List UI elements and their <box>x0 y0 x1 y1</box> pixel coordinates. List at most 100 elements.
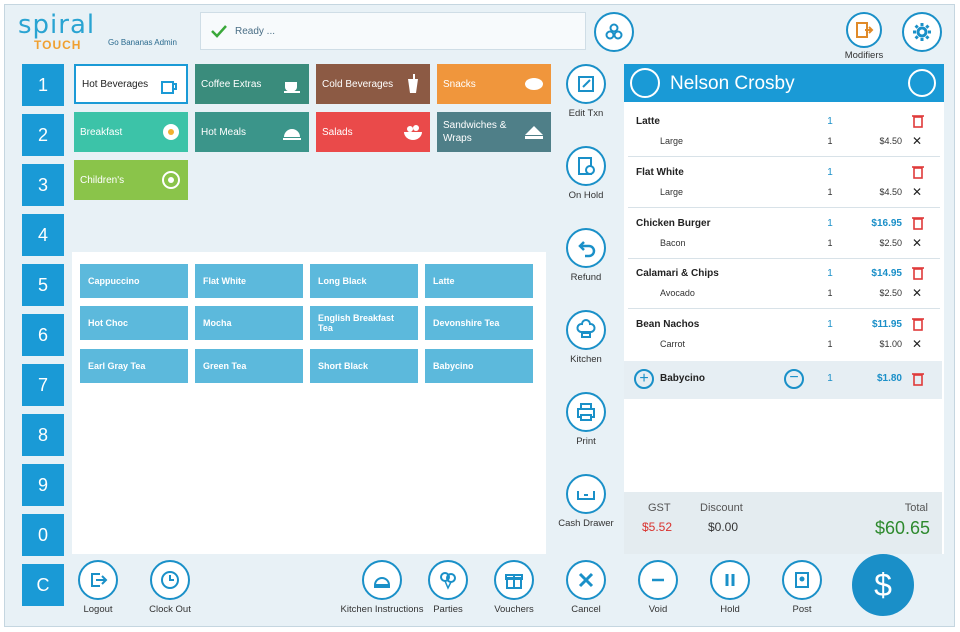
iced-drink-icon <box>408 74 418 93</box>
order-item-name: Bean Nachos <box>636 319 700 330</box>
modifiers-icon <box>856 22 874 38</box>
num-key-6[interactable]: 6 <box>22 314 64 356</box>
category-sandwiches-wraps[interactable]: Sandwiches & Wraps <box>437 112 551 152</box>
category-cold-beverages[interactable]: Cold Beverages <box>316 64 430 104</box>
remove-modifier-icon[interactable]: ✕ <box>911 236 922 250</box>
refund-label: Refund <box>570 272 602 283</box>
item-hot-choc[interactable]: Hot Choc <box>80 306 188 340</box>
order-line[interactable]: Flat White 1 Large 1 $4.50 ✕ <box>624 165 942 205</box>
num-key-7[interactable]: 7 <box>22 364 64 406</box>
clock-out-label: Clock Out <box>149 604 191 615</box>
hold-button[interactable] <box>710 560 750 600</box>
divider <box>628 258 940 259</box>
order-line[interactable]: Calamari & Chips 1 $14.95 Avocado 1 $2.5… <box>624 266 942 306</box>
hold-label: Hold <box>720 604 740 615</box>
undo-arrow-icon <box>578 241 596 258</box>
trash-icon[interactable] <box>912 317 924 331</box>
cash-drawer-icon <box>577 491 595 500</box>
customer-header[interactable]: Nelson Crosby <box>624 64 944 102</box>
kitchen-instructions-label: Kitchen Instructions <box>340 604 424 615</box>
print-button[interactable] <box>566 392 606 432</box>
category-salads[interactable]: Salads <box>316 112 430 152</box>
num-key-3[interactable]: 3 <box>22 164 64 206</box>
num-key-5[interactable]: 5 <box>22 264 64 306</box>
item-babycino[interactable]: Babycino <box>425 349 533 383</box>
trash-icon[interactable] <box>912 372 924 386</box>
refund-button[interactable] <box>566 228 606 268</box>
post-button[interactable] <box>782 560 822 600</box>
edit-icon <box>578 76 594 92</box>
item-devonshire-tea[interactable]: Devonshire Tea <box>425 306 533 340</box>
item-mocha[interactable]: Mocha <box>195 306 303 340</box>
edit-txn-button[interactable] <box>566 64 606 104</box>
logo-text-spiral: spiral <box>18 10 96 40</box>
category-snacks[interactable]: Snacks <box>437 64 551 104</box>
category-coffee-extras[interactable]: Coffee Extras <box>195 64 309 104</box>
total-label: Total <box>904 502 928 514</box>
logout-button[interactable] <box>78 560 118 600</box>
cup-icon <box>161 81 177 94</box>
pause-icon <box>725 574 735 586</box>
on-hold-button[interactable] <box>566 146 606 186</box>
num-key-1[interactable]: 1 <box>22 64 64 106</box>
num-key-4[interactable]: 4 <box>22 214 64 256</box>
category-hot-beverages[interactable]: Hot Beverages <box>74 64 188 104</box>
modifier-name: Carrot <box>660 339 686 349</box>
pay-button[interactable]: $ <box>852 554 914 616</box>
divider <box>628 308 940 309</box>
bell-icon <box>373 577 391 588</box>
trash-icon[interactable] <box>912 216 924 230</box>
kitchen-instructions-button[interactable] <box>362 560 402 600</box>
modifier-name: Avocado <box>660 288 695 298</box>
cancel-button[interactable] <box>566 560 606 600</box>
edit-customer-icon[interactable] <box>908 69 936 97</box>
remove-modifier-icon[interactable]: ✕ <box>911 286 922 300</box>
modifiers-button[interactable] <box>846 12 882 48</box>
minus-icon[interactable]: − <box>784 369 804 389</box>
order-item-price: $14.95 <box>871 268 902 279</box>
item-english-breakfast-tea[interactable]: English Breakfast Tea <box>310 306 418 340</box>
remove-modifier-icon[interactable]: ✕ <box>911 185 922 199</box>
modifier-qty: 1 <box>827 187 833 197</box>
parties-button[interactable] <box>428 560 468 600</box>
menu-grid-button[interactable] <box>594 12 634 52</box>
order-line[interactable]: Chicken Burger 1 $16.95 Bacon 1 $2.50 ✕ <box>624 216 942 256</box>
item-long-black[interactable]: Long Black <box>310 264 418 298</box>
category-label: Hot Beverages <box>82 78 149 90</box>
order-item-qty: 1 <box>827 319 833 330</box>
order-item-name: Calamari & Chips <box>636 268 719 279</box>
settings-button[interactable] <box>902 12 942 52</box>
item-flat-white[interactable]: Flat White <box>195 264 303 298</box>
vouchers-button[interactable] <box>494 560 534 600</box>
num-key-2[interactable]: 2 <box>22 114 64 156</box>
order-line[interactable]: Latte 1 Large 1 $4.50 ✕ <box>624 114 942 154</box>
clock-out-button[interactable] <box>150 560 190 600</box>
gift-icon <box>505 574 523 589</box>
item-earl-gray-tea[interactable]: Earl Gray Tea <box>80 349 188 383</box>
kitchen-button[interactable] <box>566 310 606 350</box>
chef-hat-icon <box>576 319 596 338</box>
category-childrens[interactable]: Children's <box>74 160 188 200</box>
modifier-price: $4.50 <box>879 136 902 146</box>
plus-icon[interactable]: + <box>634 369 654 389</box>
item-cappuccino[interactable]: Cappuccino <box>80 264 188 298</box>
order-line[interactable]: Bean Nachos 1 $11.95 Carrot 1 $1.00 ✕ <box>624 317 942 357</box>
num-key-8[interactable]: 8 <box>22 414 64 456</box>
item-green-tea[interactable]: Green Tea <box>195 349 303 383</box>
remove-modifier-icon[interactable]: ✕ <box>911 337 922 351</box>
category-breakfast[interactable]: Breakfast <box>74 112 188 152</box>
item-short-black[interactable]: Short Black <box>310 349 418 383</box>
category-hot-meals[interactable]: Hot Meals <box>195 112 309 152</box>
num-key-9[interactable]: 9 <box>22 464 64 506</box>
trash-icon[interactable] <box>912 266 924 280</box>
trash-icon[interactable] <box>912 165 924 179</box>
selected-order-line[interactable]: + Babycino − 1 $1.80 <box>624 361 942 399</box>
num-key-0[interactable]: 0 <box>22 514 64 556</box>
item-latte[interactable]: Latte <box>425 264 533 298</box>
remove-modifier-icon[interactable]: ✕ <box>911 134 922 148</box>
trash-icon[interactable] <box>912 114 924 128</box>
clear-key[interactable]: C <box>22 564 64 606</box>
breakfast-icon <box>163 124 179 140</box>
cash-drawer-button[interactable] <box>566 474 606 514</box>
void-button[interactable] <box>638 560 678 600</box>
